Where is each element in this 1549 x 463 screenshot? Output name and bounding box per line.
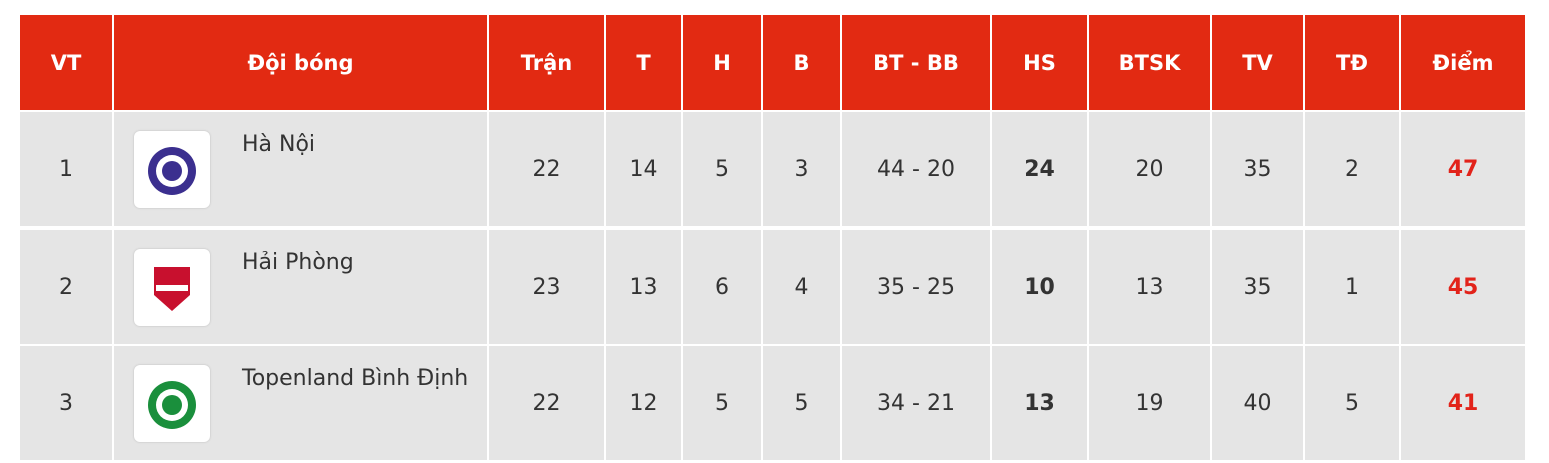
logo-icon [148,147,196,195]
header-cell: Đội bóng [114,15,487,110]
stat-cell: 2 [1305,112,1399,226]
stat-cell: 45 [1401,230,1525,344]
team-logo [134,131,210,208]
stat-cell: 19 [1089,346,1210,460]
header-cell: Điểm [1401,15,1525,110]
stat-cell: 5 [763,346,840,460]
stat-cell: 35 [1212,230,1303,344]
rank-cell: 3 [20,346,112,460]
stat-cell: 5 [1305,346,1399,460]
stat-cell: 41 [1401,346,1525,460]
stat-cell: 4 [763,230,840,344]
stat-cell: 35 - 25 [842,230,990,344]
team-cell: Hải Phòng [114,230,487,344]
stat-cell: 5 [683,112,761,226]
team-cell: Topenland Bình Định [114,346,487,460]
stat-cell: 3 [763,112,840,226]
stat-cell: 22 [489,346,604,460]
stat-cell: 12 [606,346,681,460]
stat-cell: 1 [1305,230,1399,344]
header-cell: B [763,15,840,110]
team-name: Hải Phòng [242,250,354,275]
stat-cell: 6 [683,230,761,344]
stat-cell: 47 [1401,112,1525,226]
team-name: Hà Nội [242,132,316,157]
stat-cell: 14 [606,112,681,226]
header-cell: H [683,15,761,110]
header-cell: BT - BB [842,15,990,110]
stat-cell: 44 - 20 [842,112,990,226]
header-cell: HS [992,15,1087,110]
team-logo [134,365,210,442]
header-cell: T [606,15,681,110]
header-cell: BTSK [1089,15,1210,110]
header-cell: TĐ [1305,15,1399,110]
stat-cell: 35 [1212,112,1303,226]
stat-cell: 24 [992,112,1087,226]
stat-cell: 13 [1089,230,1210,344]
stat-cell: 34 - 21 [842,346,990,460]
stat-cell: 22 [489,112,604,226]
rank-cell: 1 [20,112,112,226]
logo-icon [154,267,190,311]
rank-cell: 2 [20,230,112,344]
header-cell: TV [1212,15,1303,110]
stat-cell: 40 [1212,346,1303,460]
header-cell: VT [20,15,112,110]
header-cell: Trận [489,15,604,110]
team-cell: Hà Nội [114,112,487,226]
stat-cell: 13 [606,230,681,344]
stat-cell: 20 [1089,112,1210,226]
stat-cell: 10 [992,230,1087,344]
stat-cell: 5 [683,346,761,460]
stat-cell: 23 [489,230,604,344]
stat-cell: 13 [992,346,1087,460]
logo-icon [148,381,196,429]
team-logo [134,249,210,326]
team-name: Topenland Bình Định [242,366,469,391]
